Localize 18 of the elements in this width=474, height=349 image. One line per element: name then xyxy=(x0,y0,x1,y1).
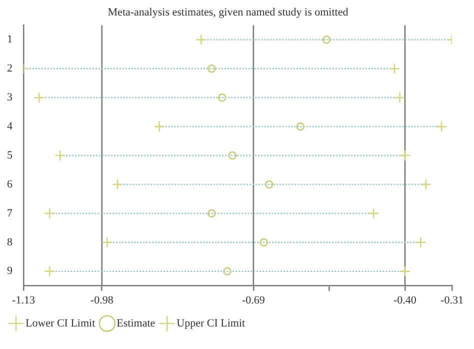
y-tick-label: 5 xyxy=(7,149,13,162)
x-tick-label: -1.13 xyxy=(12,294,36,306)
y-tick-label: 2 xyxy=(7,62,12,75)
y-tick-label: 3 xyxy=(7,91,13,104)
x-tick-label: -0.98 xyxy=(90,294,114,306)
legend-label: Lower CI Limit xyxy=(26,317,96,330)
x-tick-label: -0.40 xyxy=(394,294,417,306)
y-tick-label: 6 xyxy=(7,178,13,190)
y-tick-label: 1 xyxy=(7,34,12,46)
y-tick-label: 7 xyxy=(7,207,13,220)
legend-label: Upper CI Limit xyxy=(176,317,246,330)
y-tick-label: 9 xyxy=(7,265,13,278)
y-tick-label: 8 xyxy=(7,236,13,248)
y-tick-label: 4 xyxy=(7,120,13,132)
legend-label: Estimate xyxy=(116,317,156,330)
x-tick-label: -0.69 xyxy=(242,294,266,306)
chart-title: Meta-analysis estimates, given named study is omitted xyxy=(108,6,349,18)
x-tick-label: -0.31 xyxy=(440,294,464,306)
